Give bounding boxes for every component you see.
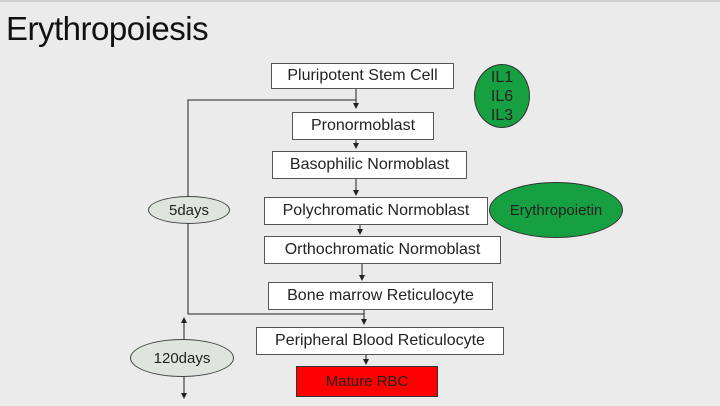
cytokine-oval: IL1 IL6 IL3 bbox=[474, 64, 530, 128]
duration-120days-oval: 120days bbox=[130, 339, 234, 377]
stage-pluripotent-stem-cell: Pluripotent Stem Cell bbox=[271, 63, 454, 89]
stage-pronormoblast: Pronormoblast bbox=[292, 112, 434, 140]
stage-polychromatic-normoblast: Polychromatic Normoblast bbox=[264, 197, 488, 225]
stage-basophilic-normoblast: Basophilic Normoblast bbox=[272, 151, 467, 179]
stage-bone-marrow-reticulocyte: Bone marrow Reticulocyte bbox=[268, 282, 493, 310]
stage-orthochromatic-normoblast: Orthochromatic Normoblast bbox=[264, 236, 501, 264]
cytokine-il6: IL6 bbox=[490, 87, 514, 105]
cytokine-il3: IL3 bbox=[490, 106, 514, 124]
slide-title: Erythropoiesis bbox=[6, 10, 209, 47]
stage-mature-rbc: Mature RBC bbox=[296, 366, 438, 397]
stage-peripheral-blood-reticulocyte: Peripheral Blood Reticulocyte bbox=[256, 327, 504, 355]
erythropoietin-oval: Erythropoietin bbox=[489, 182, 623, 238]
cytokine-il1: IL1 bbox=[490, 68, 514, 86]
top-border bbox=[0, 0, 720, 2]
duration-5days-oval: 5days bbox=[148, 196, 230, 224]
